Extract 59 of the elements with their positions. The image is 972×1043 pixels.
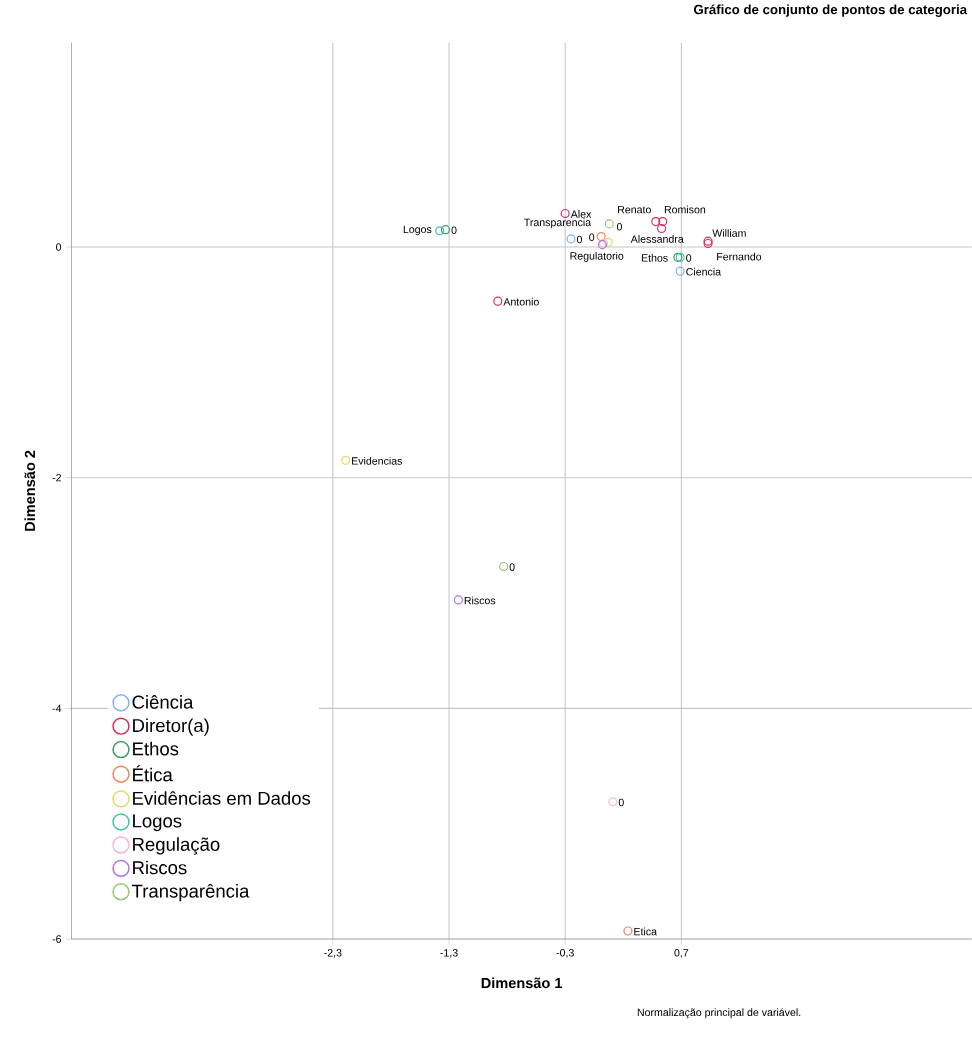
- x-tick-label: 0,7: [674, 949, 689, 958]
- annotation: 0: [576, 235, 582, 244]
- legend-label: Evidências em Dados: [132, 791, 310, 805]
- point: [340, 455, 351, 465]
- point: [440, 225, 450, 235]
- point: [453, 595, 463, 605]
- annotation: Logos: [403, 225, 432, 236]
- legend-label: Ethos: [132, 741, 179, 756]
- annotation: Fernando: [717, 252, 762, 261]
- chart-title: Gráfico de conjunto de pontos de categoria: [693, 4, 968, 17]
- annotation: Regulatorio: [570, 251, 624, 262]
- x-tick-label: -1,3: [440, 949, 458, 958]
- point: [493, 296, 503, 306]
- annotation: 0: [616, 222, 622, 231]
- annotation: Alex: [570, 210, 592, 218]
- annotation: Romison: [664, 205, 705, 214]
- point: [435, 226, 445, 236]
- point: [604, 219, 614, 229]
- y-tick-label: 0: [55, 243, 61, 251]
- point: [623, 926, 633, 936]
- point: [603, 237, 613, 247]
- annotation: Evidencias: [351, 456, 402, 465]
- annotation: Transparencia: [523, 218, 591, 229]
- x-tick-label: -2,3: [324, 949, 342, 958]
- legend-label: Transparência: [131, 884, 250, 902]
- x-axis-title: Dimensão 1: [481, 977, 562, 989]
- point: [498, 561, 509, 572]
- annotation: 0: [686, 254, 692, 262]
- point: [608, 797, 618, 807]
- legend-label: Logos: [132, 814, 182, 832]
- annotation: 0: [618, 798, 624, 807]
- legend-label: Ciência: [132, 695, 194, 709]
- x-tick-label: -0,3: [556, 949, 574, 958]
- y-tick-label: -2: [52, 473, 61, 482]
- point: [566, 234, 576, 244]
- annotation: Etica: [634, 927, 657, 936]
- point: [596, 232, 606, 242]
- y-tick-label: -4: [52, 704, 62, 713]
- point: [651, 217, 661, 227]
- annotation: 0: [509, 563, 515, 571]
- legend-label: Riscos: [132, 860, 187, 875]
- legend-label: Regulação: [132, 837, 220, 855]
- y-tick-label: -6: [52, 935, 61, 943]
- legend-label: Diretor(a): [132, 718, 209, 736]
- annotation: Riscos: [464, 596, 496, 605]
- annotation: Alessandra: [630, 235, 684, 243]
- annotation: 0: [451, 226, 457, 235]
- legend-label: Ética: [132, 765, 173, 782]
- annotation: Ethos: [641, 253, 668, 262]
- annotation: Ciencia: [686, 267, 721, 276]
- annotation: William: [712, 229, 746, 237]
- text: Normalização principal de variável.: [637, 1008, 801, 1019]
- annotation: Renato: [617, 205, 651, 214]
- annotation: Antonio: [503, 297, 539, 306]
- y-axis-title: Dimensão 2: [24, 450, 35, 531]
- annotation: 0: [589, 233, 595, 241]
- point: [658, 217, 668, 227]
- point: [675, 266, 685, 276]
- point: [656, 223, 667, 234]
